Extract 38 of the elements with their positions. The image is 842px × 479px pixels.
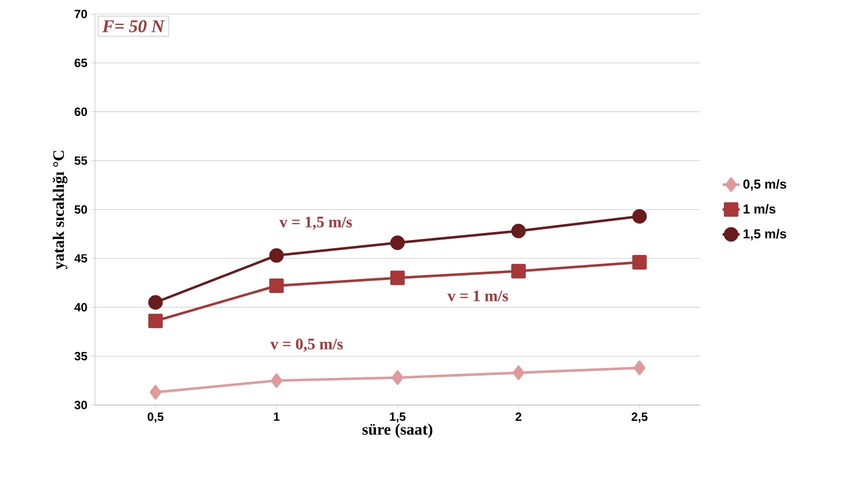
point xyxy=(150,385,162,400)
annotation: v = 1 m/s xyxy=(448,290,508,302)
legend-label: 0,5 m/s xyxy=(743,179,786,191)
x-axis-title: süre (saat) xyxy=(362,424,432,438)
y-tick-label: 70 xyxy=(74,10,87,18)
point xyxy=(148,295,163,310)
y-axis-title: yatak sıcaklığı °C xyxy=(52,150,68,270)
annotation: F= 50 N xyxy=(102,20,165,32)
x-tick-label: 1,5 xyxy=(390,412,406,423)
legend-label: 1 m/s xyxy=(744,204,776,214)
point xyxy=(390,270,405,286)
x-tick-label: 2,5 xyxy=(632,412,648,423)
y-tick-label: 45 xyxy=(74,254,88,263)
point xyxy=(634,360,646,376)
y-tick-label: 55 xyxy=(74,156,88,165)
x-tick-label: 1 xyxy=(274,412,280,421)
x-tick-label: 2 xyxy=(516,412,522,421)
annotation: v = 1,5 m/s xyxy=(279,216,352,230)
point xyxy=(390,235,405,250)
legend-label: 1,5 m/s xyxy=(744,228,786,240)
y-tick-label: 35 xyxy=(74,352,88,360)
annotation: v = 0,5 m/s xyxy=(270,338,343,352)
point xyxy=(392,370,404,385)
y-tick-label: 65 xyxy=(74,58,88,68)
y-tick-label: 40 xyxy=(74,303,87,312)
point xyxy=(511,264,526,278)
point xyxy=(512,365,524,380)
x-tick-label: 0,5 xyxy=(148,412,164,423)
point xyxy=(269,278,284,293)
y-tick-label: 50 xyxy=(74,205,87,214)
point xyxy=(511,224,526,238)
point xyxy=(632,255,647,270)
y-tick-label: 30 xyxy=(74,400,87,410)
point xyxy=(148,314,163,328)
y-tick-label: 60 xyxy=(74,108,87,116)
point xyxy=(269,248,284,263)
point xyxy=(632,209,647,224)
point xyxy=(270,373,282,388)
